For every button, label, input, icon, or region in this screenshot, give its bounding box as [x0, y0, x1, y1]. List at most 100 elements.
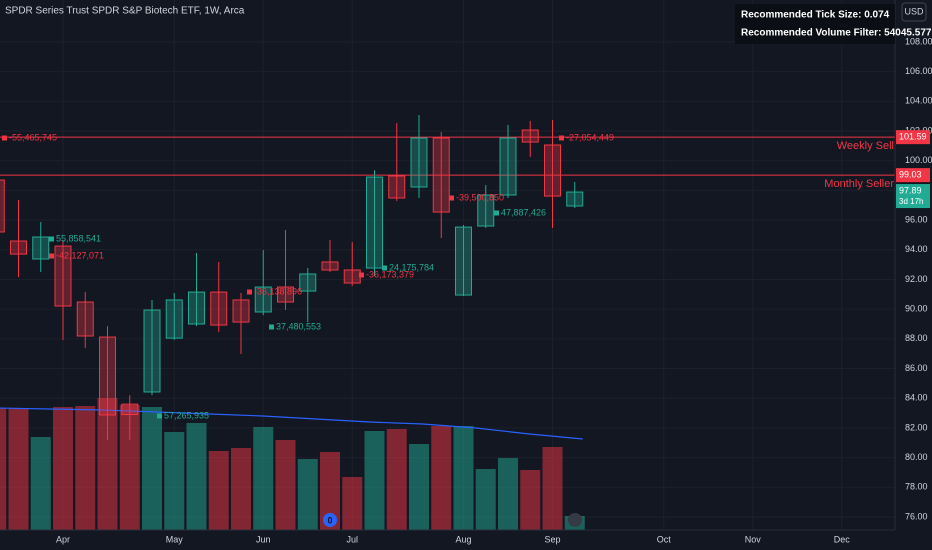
candle-body: [32, 236, 50, 260]
candle-body: [321, 261, 339, 271]
volume-bar: [431, 426, 452, 530]
volume-bar: [231, 448, 251, 530]
volume-bar: [520, 470, 541, 530]
volume-bar: [275, 440, 296, 530]
volume-bar: [320, 452, 340, 530]
y-tick-label: 90.00: [905, 304, 928, 314]
price-pane: -55,465,745 55,858,541 -42,127,071 -36,138,…: [0, 115, 895, 441]
annotation-marker: [247, 289, 252, 295]
volume-bar: [364, 431, 385, 530]
candle-body: [455, 226, 472, 296]
info-line: Recommended Tick Size: 0.074: [741, 10, 890, 21]
candle-body: [99, 336, 116, 416]
annotation-marker: [449, 195, 454, 201]
annotation-text: 37,480,553: [276, 321, 321, 331]
volume-bar: [186, 423, 207, 530]
y-tick-label: 94.00: [905, 244, 928, 254]
candle-body: [521, 129, 539, 143]
level-price-label: 99.03: [899, 170, 922, 180]
annotation-text: -39,500,850: [456, 192, 504, 202]
event-icon[interactable]: [323, 513, 337, 527]
x-tick-label: Aug: [455, 534, 471, 544]
annotation-marker: [49, 253, 54, 259]
annotation-marker: [157, 413, 162, 419]
candle-body: [143, 309, 161, 393]
volume-bar: [0, 408, 7, 530]
candle-body: [277, 286, 294, 303]
y-tick-label: 80.00: [905, 452, 928, 462]
currency-button[interactable]: [901, 2, 927, 22]
y-tick-label: 78.00: [905, 482, 928, 492]
annotation-marker: [359, 272, 364, 278]
volume-bar: [386, 429, 407, 530]
candle-body: [165, 299, 183, 339]
event-icon[interactable]: [568, 513, 582, 527]
annotation-text: -27,054,449: [566, 132, 614, 142]
volume-bar: [342, 477, 363, 530]
annotation-marker: [382, 265, 387, 271]
candle-body: [76, 301, 94, 337]
level-name: Monthly Seller: [824, 178, 894, 190]
candle-body: [499, 137, 517, 196]
volume-bar: [30, 437, 51, 530]
annotation-text: 57,265,935: [164, 410, 209, 420]
level-name: Weekly Sell: [837, 140, 894, 152]
currency-label[interactable]: USD: [904, 6, 924, 16]
y-tick-label: 92.00: [905, 274, 928, 284]
volume-bar: [97, 398, 118, 530]
y-tick-label: 106.00: [905, 66, 932, 76]
candle-body: [566, 191, 584, 207]
candle-body: [10, 240, 27, 255]
annotation-text: -36,173,379: [366, 269, 414, 279]
annotation-text: 47,887,426: [501, 207, 546, 217]
candle-body: [410, 137, 428, 188]
candle-body: [299, 273, 317, 292]
volume-bar: [8, 408, 29, 530]
x-tick-label: Sep: [544, 534, 560, 544]
candle-body: [254, 286, 272, 313]
y-tick-label: 84.00: [905, 393, 928, 403]
candle-body: [343, 269, 361, 284]
y-tick-label: 82.00: [905, 422, 928, 432]
volume-ma-line: [0, 407, 583, 440]
y-tick-label: 76.00: [905, 511, 928, 521]
volume-bar: [475, 469, 496, 530]
y-tick-label: 108.00: [905, 36, 932, 46]
candle-body: [0, 179, 5, 233]
info-line: Recommended Volume Filter: 54045.577: [741, 28, 932, 39]
volume-bar: [253, 427, 274, 530]
annotation-text: 55,858,541: [56, 233, 101, 243]
volume-bar: [75, 406, 96, 530]
x-tick-label: Jul: [346, 534, 358, 544]
annotation-text: -36,138,896: [254, 286, 302, 296]
annotation-text: -55,465,745: [9, 132, 57, 142]
volume-bar: [142, 407, 162, 530]
annotation-marker: [269, 324, 274, 330]
last-price-label: 97.89: [899, 185, 922, 195]
info-box: [735, 4, 895, 44]
candle-body: [121, 403, 139, 416]
volume-bar: [53, 407, 73, 530]
x-tick-label: Nov: [745, 534, 762, 544]
event-icon-glyph[interactable]: 0: [327, 515, 332, 525]
volume-bar: [208, 451, 229, 530]
candle-body: [366, 176, 383, 269]
y-tick-label: 96.00: [905, 214, 928, 224]
x-tick-label: May: [166, 534, 184, 544]
candle-body: [54, 245, 72, 307]
volume-bar: [453, 426, 474, 530]
volume-bar: [297, 459, 318, 530]
x-tick-label: Jun: [256, 534, 271, 544]
volume-bar: [164, 432, 185, 530]
volume-bar: [542, 447, 563, 530]
volume-bar: [498, 458, 518, 530]
y-tick-label: 100.00: [905, 155, 932, 165]
y-tick-label: 88.00: [905, 333, 928, 343]
candle-body: [188, 291, 205, 325]
countdown-label: 3d 17h: [899, 197, 923, 206]
level-price-label: 101.59: [899, 132, 927, 142]
candle-body: [432, 137, 450, 213]
volume-bar: [119, 405, 140, 530]
candle-body: [232, 299, 250, 323]
